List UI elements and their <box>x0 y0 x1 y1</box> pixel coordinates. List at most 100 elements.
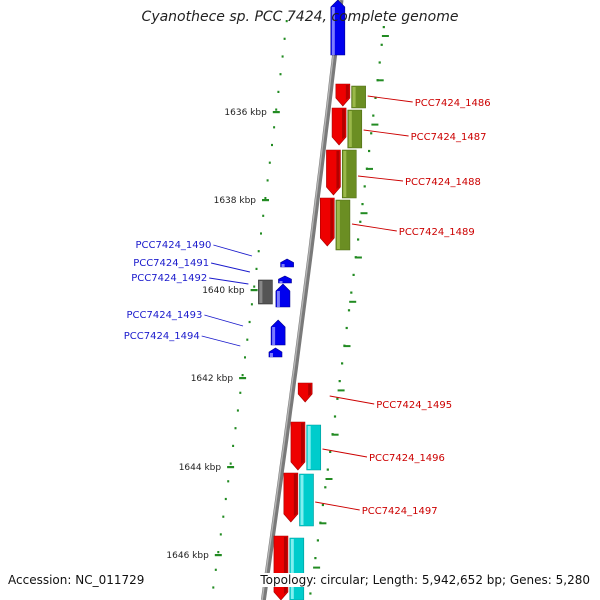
ring-dot <box>244 356 246 359</box>
ring-dot <box>329 450 332 453</box>
scale-tick <box>214 554 222 557</box>
forward-gene-shade <box>300 423 304 464</box>
topology-text: Topology: circular; Length: 5,942,652 bp… <box>258 573 592 587</box>
ring-tick <box>360 212 368 215</box>
forward-label-leader <box>357 175 404 182</box>
reverse-gene-label[interactable]: PCC7424_1494 <box>124 331 200 342</box>
scale-ticks: 1636 kbp 1638 kbp 1640 kbp 1642 kbp 1644 kbp… <box>166 108 280 561</box>
ring-dot <box>227 480 230 483</box>
ring-dot <box>316 539 319 542</box>
forward-label-leader <box>351 223 397 232</box>
reverse-gene-label[interactable]: PCC7424_1493 <box>126 310 202 321</box>
scale-tick-label: 1642 kbp <box>191 374 234 384</box>
ring-dot <box>361 203 364 206</box>
reverse-gene-shade <box>276 291 280 307</box>
forward-gene-shade <box>330 199 334 240</box>
ring-dot <box>271 143 273 147</box>
scale-tick-label: 1638 kbp <box>214 196 257 206</box>
ring-dot <box>378 61 381 64</box>
ring-dot <box>248 320 251 324</box>
backbone-line <box>260 0 344 600</box>
ring-tick <box>319 522 327 525</box>
reverse-label-leader <box>210 262 251 273</box>
reverse-gene-label[interactable]: PCC7424_1492 <box>131 273 207 284</box>
forward-gene-label[interactable]: PCC7424_1488 <box>405 177 481 188</box>
ring-tick <box>354 256 362 259</box>
reverse-gene-shade <box>331 7 335 55</box>
ring-dot <box>212 586 215 589</box>
ring-dot <box>350 291 353 294</box>
ring-dot <box>326 468 329 471</box>
ring-tick <box>313 566 321 569</box>
ring-dot <box>324 486 327 489</box>
reverse-label-leader <box>204 314 244 327</box>
ring-tick <box>343 345 351 348</box>
forward-label-leader <box>315 501 360 511</box>
forward-gene-label[interactable]: PCC7424_1486 <box>415 98 491 109</box>
ring-tick <box>366 167 373 170</box>
inner-tick-ring <box>212 20 288 589</box>
ring-dot <box>229 462 232 465</box>
olive-feature-shade <box>343 151 347 197</box>
ring-dot <box>266 179 269 182</box>
ring-dot <box>321 503 324 507</box>
forward-label-leader <box>367 95 413 103</box>
ring-dot <box>314 557 317 560</box>
forward-gene-shade <box>308 384 312 396</box>
ring-dot <box>236 409 239 412</box>
olive-feature-shade <box>348 111 352 147</box>
ring-dot <box>222 515 225 518</box>
reverse-gene-label[interactable]: PCC7424_1491 <box>133 258 209 269</box>
ring-dot <box>246 338 249 341</box>
ring-dot <box>277 90 280 93</box>
ring-dot <box>257 250 260 253</box>
forward-gene-label[interactable]: PCC7424_1489 <box>399 227 475 238</box>
scale-tick <box>227 466 235 469</box>
ring-dot <box>275 108 278 111</box>
ring-dot <box>234 427 237 430</box>
ring-dot <box>347 309 351 312</box>
scale-tick <box>239 377 247 380</box>
ring-dot <box>352 273 355 276</box>
scale-tick <box>272 111 280 114</box>
cyan-feature-shade <box>307 426 311 469</box>
scale-tick-label: 1646 kbp <box>166 551 209 561</box>
ring-tick <box>325 478 333 480</box>
forward-label-leader <box>329 395 375 405</box>
ring-tick <box>331 433 339 436</box>
ring-dot <box>255 267 258 270</box>
ring-dot <box>250 303 253 306</box>
reverse-label-leader <box>213 244 253 257</box>
scale-tick-label: 1640 kbp <box>202 286 245 296</box>
ring-tick <box>349 300 357 303</box>
ring-tick <box>337 389 345 392</box>
ring-dot <box>336 397 339 400</box>
ring-dot <box>253 285 256 288</box>
ring-dot <box>285 20 288 23</box>
ring-dot <box>239 391 242 394</box>
scale-tick-label: 1644 kbp <box>179 463 222 473</box>
olive-feature-shade <box>336 201 340 249</box>
forward-gene-label[interactable]: PCC7424_1497 <box>362 506 438 517</box>
ring-dot <box>273 126 276 129</box>
ring-dot <box>260 232 262 235</box>
ring-dot <box>214 568 217 571</box>
forward-gene-label[interactable]: PCC7424_1487 <box>411 132 487 143</box>
reverse-gene-shade <box>279 281 283 283</box>
ring-tick <box>371 123 379 126</box>
forward-label-leader <box>363 129 409 137</box>
ring-tick <box>381 35 389 37</box>
ring-dot <box>341 362 344 365</box>
forward-gene-label[interactable]: PCC7424_1495 <box>376 400 452 411</box>
forward-gene-shade <box>342 109 346 139</box>
ring-dot <box>283 37 286 40</box>
ring-dot <box>368 149 371 153</box>
forward-gene-label[interactable]: PCC7424_1496 <box>369 453 445 464</box>
reverse-gene-label[interactable]: PCC7424_1490 <box>135 240 211 251</box>
accession-text: Accession: NC_011729 <box>6 573 147 587</box>
olive-feature-shade <box>352 87 356 107</box>
feature-tracks <box>289 85 366 600</box>
forward-label-leader <box>322 448 368 458</box>
ring-dot <box>232 444 235 447</box>
